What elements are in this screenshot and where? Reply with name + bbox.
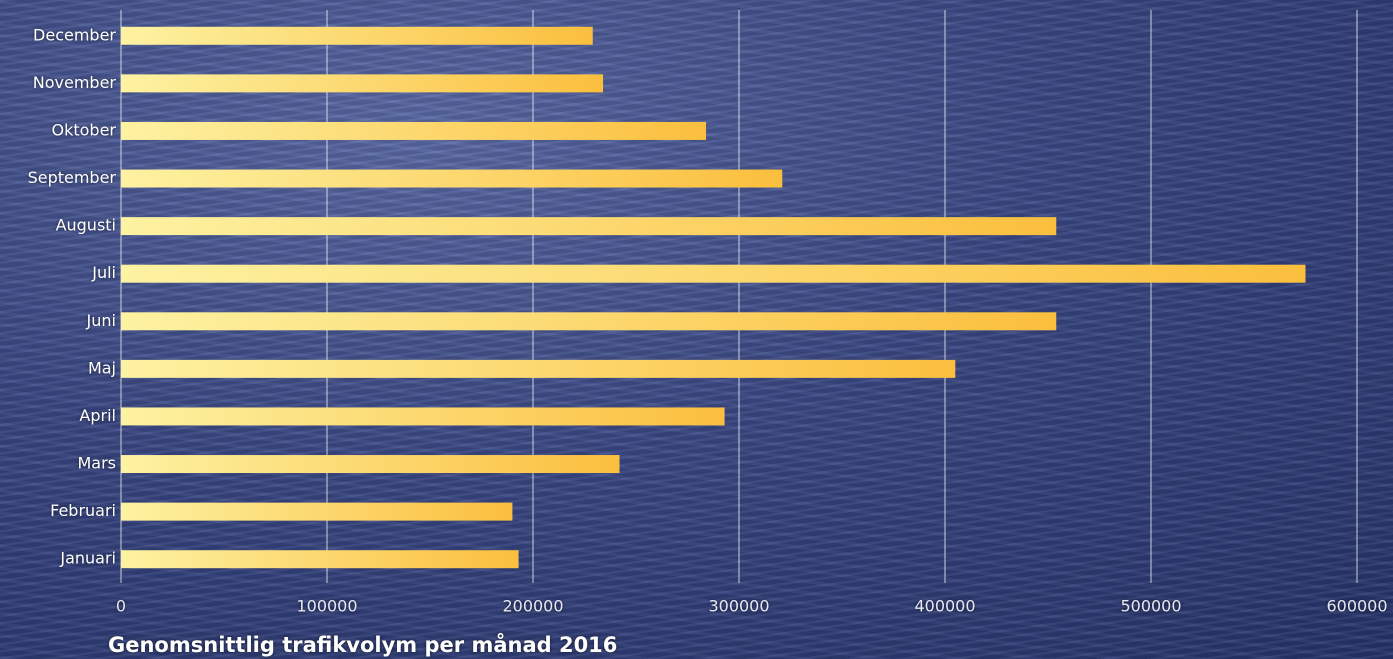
y-tick-label: December (33, 25, 116, 44)
chart-title: Genomsnittlig trafikvolym per månad 2016 (108, 632, 617, 657)
y-tick-label: Juni (86, 311, 116, 330)
bar (121, 502, 513, 521)
y-tick-label: Oktober (52, 120, 117, 139)
bar (121, 550, 519, 569)
x-tick-label: 0 (116, 597, 126, 616)
bar (121, 359, 956, 378)
y-tick-label: Juli (91, 263, 116, 282)
y-tick-label: Mars (77, 454, 116, 473)
bar (121, 121, 707, 140)
y-tick-label: Maj (88, 358, 116, 377)
bar (121, 169, 783, 188)
y-tick-label: Januari (59, 549, 116, 568)
bar (121, 217, 1057, 236)
x-tick-label: 300000 (708, 597, 769, 616)
y-tick-label: April (79, 406, 116, 425)
bar (121, 26, 593, 45)
y-tick-label: September (28, 168, 117, 187)
x-tick-label: 200000 (502, 597, 563, 616)
x-tick-label: 500000 (1120, 597, 1181, 616)
x-tick-label: 100000 (296, 597, 357, 616)
x-tick-label: 400000 (914, 597, 975, 616)
bar (121, 74, 604, 93)
bar (121, 455, 620, 474)
bar (121, 264, 1306, 283)
y-tick-label: November (33, 73, 117, 92)
bar (121, 407, 725, 426)
x-tick-label: 600000 (1326, 597, 1387, 616)
y-tick-label: Augusti (56, 216, 116, 235)
bar (121, 312, 1057, 331)
y-tick-label: Februari (50, 501, 116, 520)
